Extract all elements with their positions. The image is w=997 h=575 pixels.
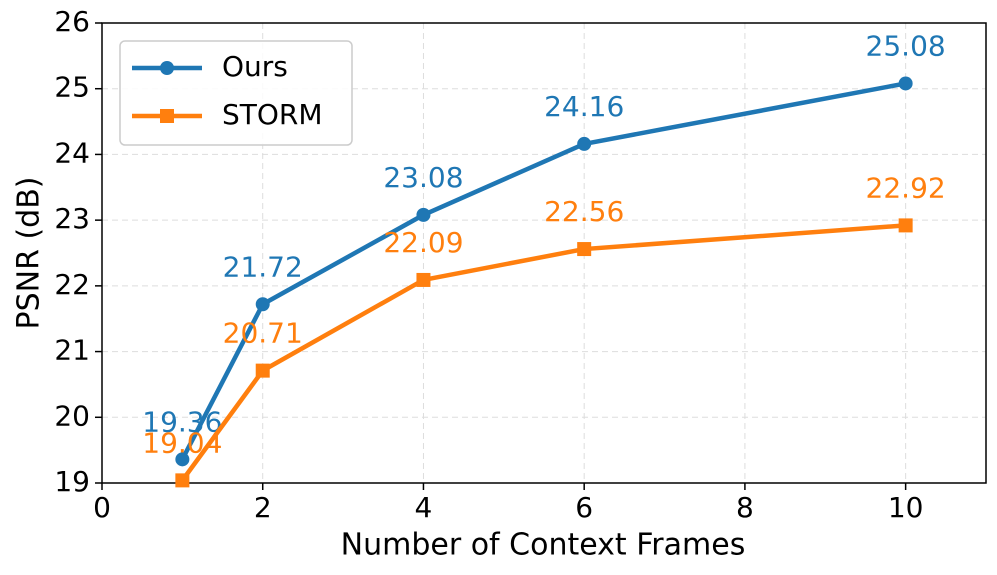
marker xyxy=(898,218,913,233)
y-tick-label: 20 xyxy=(54,399,90,432)
y-tick-label: 23 xyxy=(54,202,90,235)
marker xyxy=(175,452,190,467)
plot-frame xyxy=(101,22,987,484)
marker xyxy=(577,242,592,257)
data-label: 21.72 xyxy=(223,250,303,283)
x-axis-label: Number of Context Frames xyxy=(341,528,746,563)
legend-marker xyxy=(160,109,174,123)
x-tick-label: 4 xyxy=(415,491,433,524)
x-tick-label: 8 xyxy=(736,491,754,524)
data-label: 22.92 xyxy=(866,171,946,204)
y-tick-label: 24 xyxy=(54,136,90,169)
legend-label: Ours xyxy=(222,50,288,83)
data-label: 19.36 xyxy=(142,405,222,438)
data-label: 22.09 xyxy=(383,226,463,259)
marker xyxy=(416,272,431,287)
marker xyxy=(255,363,270,378)
marker xyxy=(898,76,913,91)
y-tick-label: 21 xyxy=(54,334,90,367)
x-tick-label: 2 xyxy=(254,491,272,524)
legend-label: STORM xyxy=(222,98,323,131)
marker xyxy=(416,207,431,222)
x-tick-label: 0 xyxy=(93,491,111,524)
y-tick-label: 19 xyxy=(54,465,90,498)
x-tick-label: 10 xyxy=(888,491,924,524)
x-tick-label: 6 xyxy=(575,491,593,524)
marker xyxy=(577,136,592,151)
y-axis-label: PSNR (dB) xyxy=(12,177,47,330)
y-tick-label: 22 xyxy=(54,268,90,301)
data-label: 19.04 xyxy=(142,426,222,459)
y-tick-label: 26 xyxy=(54,5,90,38)
legend-marker xyxy=(160,61,174,75)
marker xyxy=(175,473,190,488)
data-label: 24.16 xyxy=(544,90,624,123)
data-label: 20.71 xyxy=(223,317,303,350)
data-label: 25.08 xyxy=(866,29,946,62)
data-label: 23.08 xyxy=(383,161,463,194)
y-tick-label: 25 xyxy=(54,71,90,104)
marker xyxy=(255,297,270,312)
data-label: 22.56 xyxy=(544,195,624,228)
